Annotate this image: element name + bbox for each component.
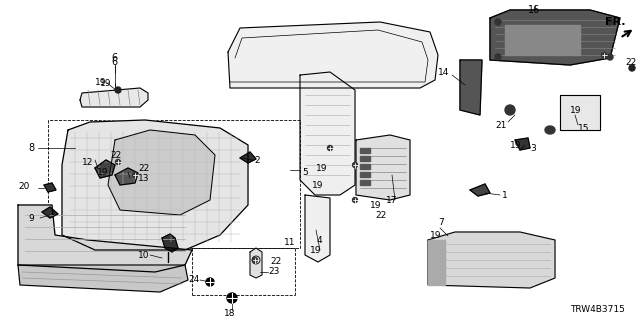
Text: 19: 19 xyxy=(95,77,106,86)
Text: 19: 19 xyxy=(316,164,328,172)
Polygon shape xyxy=(360,156,370,161)
Circle shape xyxy=(115,87,121,93)
Text: 4: 4 xyxy=(317,236,323,244)
Polygon shape xyxy=(228,22,438,88)
Text: 16: 16 xyxy=(528,5,540,15)
Text: 22: 22 xyxy=(138,164,149,172)
Polygon shape xyxy=(115,168,138,185)
Circle shape xyxy=(115,159,120,164)
Polygon shape xyxy=(470,184,490,196)
Polygon shape xyxy=(44,183,56,192)
Polygon shape xyxy=(18,205,192,272)
Text: 19: 19 xyxy=(100,78,111,87)
Polygon shape xyxy=(95,160,115,178)
Text: 12: 12 xyxy=(82,157,93,166)
Text: 21: 21 xyxy=(495,121,506,130)
Polygon shape xyxy=(80,88,148,107)
Text: 14: 14 xyxy=(438,68,449,76)
Text: 24: 24 xyxy=(188,276,199,284)
Text: 22: 22 xyxy=(270,258,281,267)
Text: 8: 8 xyxy=(28,143,34,153)
Text: 19: 19 xyxy=(430,230,442,239)
Text: 17: 17 xyxy=(386,196,397,204)
Text: 19: 19 xyxy=(370,201,381,210)
Text: 7: 7 xyxy=(438,218,444,227)
Polygon shape xyxy=(162,234,178,252)
Text: 19: 19 xyxy=(510,140,522,149)
Text: 22: 22 xyxy=(375,211,387,220)
Polygon shape xyxy=(428,240,445,285)
Text: 1: 1 xyxy=(502,190,508,199)
Polygon shape xyxy=(560,95,600,130)
Polygon shape xyxy=(515,138,530,150)
Polygon shape xyxy=(42,207,58,218)
Circle shape xyxy=(227,293,237,303)
Text: 19: 19 xyxy=(97,167,109,177)
Text: 10: 10 xyxy=(138,251,150,260)
Text: 20: 20 xyxy=(18,181,29,190)
Polygon shape xyxy=(18,265,188,292)
Circle shape xyxy=(495,19,501,25)
Text: 19: 19 xyxy=(310,245,321,254)
Polygon shape xyxy=(360,148,370,153)
Polygon shape xyxy=(300,72,355,195)
Circle shape xyxy=(495,54,501,60)
Polygon shape xyxy=(490,10,620,65)
Polygon shape xyxy=(360,180,370,185)
Text: 18: 18 xyxy=(224,309,236,318)
Polygon shape xyxy=(250,248,262,278)
Polygon shape xyxy=(240,152,256,163)
Ellipse shape xyxy=(545,126,555,134)
Text: 23: 23 xyxy=(268,268,280,276)
Circle shape xyxy=(206,278,214,286)
Polygon shape xyxy=(460,60,482,115)
Circle shape xyxy=(602,52,607,58)
Circle shape xyxy=(607,19,613,25)
Circle shape xyxy=(353,197,358,203)
Polygon shape xyxy=(62,120,248,250)
Polygon shape xyxy=(108,130,215,215)
Text: 13: 13 xyxy=(138,173,150,182)
Polygon shape xyxy=(505,25,580,55)
Text: 15: 15 xyxy=(578,124,589,132)
Text: 3: 3 xyxy=(530,143,536,153)
Circle shape xyxy=(328,146,333,150)
Text: 22: 22 xyxy=(625,58,636,67)
Text: 5: 5 xyxy=(302,167,308,177)
Polygon shape xyxy=(305,195,330,262)
Text: 6: 6 xyxy=(111,53,117,63)
Polygon shape xyxy=(360,164,370,169)
Text: FR.: FR. xyxy=(605,17,625,27)
Polygon shape xyxy=(428,232,555,288)
Circle shape xyxy=(607,54,613,60)
Polygon shape xyxy=(360,172,370,177)
Text: 6: 6 xyxy=(111,57,117,67)
Text: 22: 22 xyxy=(110,150,121,159)
Text: TRW4B3715: TRW4B3715 xyxy=(570,306,625,315)
Polygon shape xyxy=(356,135,410,200)
Text: 19: 19 xyxy=(570,106,582,115)
Circle shape xyxy=(353,163,358,167)
Text: 9: 9 xyxy=(28,213,34,222)
Circle shape xyxy=(253,258,257,262)
Text: 2: 2 xyxy=(254,156,260,164)
Circle shape xyxy=(132,172,138,178)
Text: 19: 19 xyxy=(312,180,323,189)
Circle shape xyxy=(505,105,515,115)
Circle shape xyxy=(629,65,635,71)
Text: 11: 11 xyxy=(284,237,296,246)
